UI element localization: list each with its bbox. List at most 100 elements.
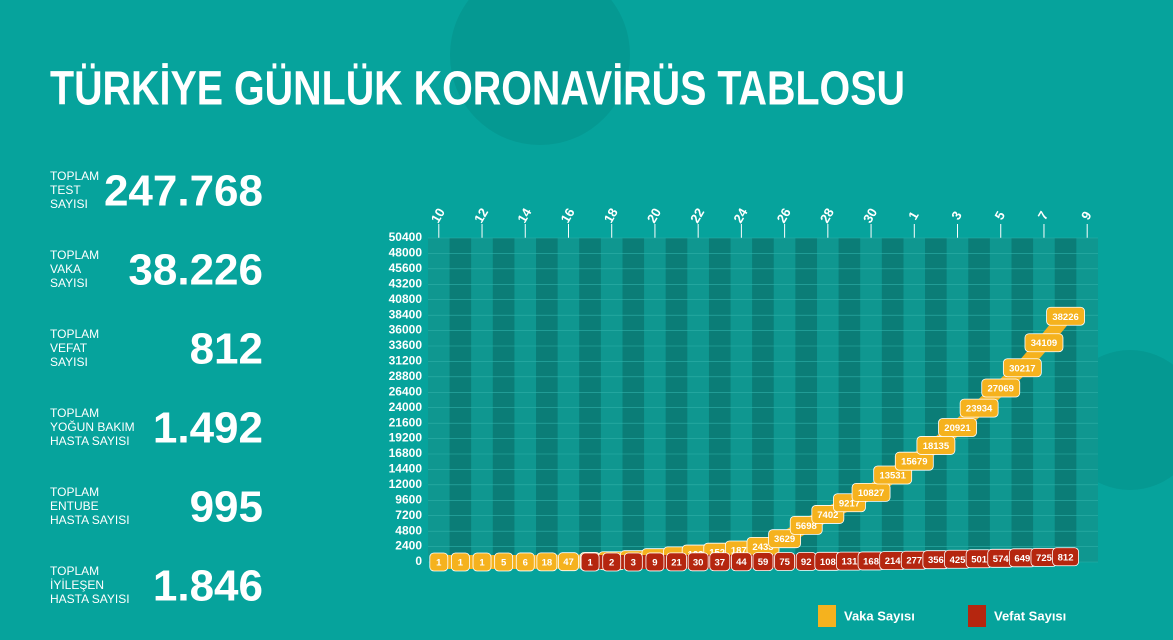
x-tick-label: 12 (471, 205, 491, 225)
data-label-box (558, 552, 579, 572)
data-label: 6 (523, 557, 528, 568)
data-label: 10827 (858, 488, 884, 499)
column-stripe (881, 238, 904, 562)
x-tick-label: 18 (601, 205, 621, 225)
stat-label-line: TOPLAM (50, 327, 99, 341)
stat-label-line: YOĞUN BAKIM (50, 419, 135, 434)
data-label-box (1046, 306, 1085, 326)
data-label-box (602, 552, 622, 572)
data-label: 59 (758, 557, 769, 568)
stat-label-line: HASTA SAYISI (50, 434, 130, 448)
legend-swatch (818, 605, 836, 627)
data-label: 214 (885, 556, 902, 567)
stat-label-line: TOPLAM (50, 406, 99, 420)
stat-label-line: SAYISI (50, 355, 88, 369)
data-label: 3 (631, 557, 636, 568)
legend-label: Vefat Sayısı (994, 608, 1066, 623)
column-stripe (1033, 238, 1055, 562)
stat-label: TOPLAM TEST SAYISI (50, 169, 99, 211)
y-tick-label: 31200 (389, 354, 423, 368)
column-stripe (817, 238, 839, 562)
data-label: 1 (436, 558, 442, 569)
data-label-box (494, 552, 514, 572)
data-label-box (472, 552, 492, 572)
column-stripe (773, 238, 796, 562)
stat-label-line: TOPLAM (50, 248, 99, 262)
column-stripe (925, 238, 947, 562)
x-tick-label: 16 (557, 205, 577, 225)
data-label: 30217 (1009, 363, 1035, 374)
data-label: 1 (458, 558, 464, 569)
x-tick-label: 28 (817, 205, 837, 225)
data-label: 5698 (796, 521, 817, 532)
y-tick-label: 12000 (389, 477, 423, 491)
data-label-box (536, 552, 558, 572)
y-tick-label: 19200 (389, 431, 423, 445)
data-label: 37 (714, 557, 725, 568)
stat-label-line: TOPLAM (50, 485, 99, 499)
stat-label-line: HASTA SAYISI (50, 592, 130, 606)
column-stripe (449, 238, 472, 562)
y-tick-label: 24000 (389, 400, 423, 414)
data-label: 34109 (1031, 338, 1057, 349)
legend-swatch (968, 605, 986, 627)
data-label-box (1002, 358, 1042, 378)
data-label: 7402 (817, 510, 838, 521)
data-label-box (938, 418, 977, 437)
column-stripe (1054, 238, 1077, 562)
column-stripe (1076, 238, 1098, 562)
column-stripe (665, 238, 688, 562)
data-label: 18 (542, 557, 553, 568)
stat-label-line: HASTA SAYISI (50, 513, 130, 527)
data-label-box (429, 552, 449, 572)
x-tick-label: 22 (687, 205, 707, 225)
data-label: 168 (863, 556, 879, 567)
stat-value: 1.492 (153, 404, 263, 453)
data-label-box (515, 552, 535, 572)
column-stripe (514, 238, 537, 562)
data-label: 131 (842, 557, 859, 568)
y-tick-label: 38400 (389, 307, 423, 321)
data-label: 5 (501, 557, 507, 568)
y-tick-label: 16800 (389, 446, 423, 460)
data-label-box (916, 436, 956, 455)
data-label-box (894, 451, 934, 471)
column-stripe (752, 238, 774, 562)
column-stripe (795, 238, 818, 562)
data-label: 38226 (1052, 312, 1078, 323)
stat-label-line: VEFAT (50, 341, 88, 355)
stat-label-line: ENTUBE (50, 499, 99, 513)
x-tick-label: 20 (644, 205, 664, 225)
column-stripe (687, 238, 709, 562)
data-label: 2 (609, 558, 614, 569)
data-label: 108 (820, 557, 836, 568)
data-label: 2433 (752, 542, 773, 553)
y-tick-label: 7200 (395, 508, 422, 522)
data-label-box (851, 482, 891, 502)
column-stripe (989, 238, 1012, 562)
stat-value: 1.846 (153, 562, 263, 611)
x-tick-label: 30 (860, 205, 880, 225)
data-label: 92 (801, 557, 812, 568)
data-label: 23934 (966, 404, 993, 415)
data-label: 425 (950, 555, 967, 566)
stat-label-line: VAKA (50, 262, 81, 276)
data-label: 47 (563, 557, 574, 568)
data-label: 9 (652, 557, 657, 568)
y-tick-label: 4800 (395, 523, 422, 537)
data-label-box (752, 552, 774, 572)
data-label: 27069 (988, 384, 1014, 395)
data-label-box (981, 378, 1021, 398)
column-stripe (557, 238, 580, 562)
stat-label: TOPLAM VAKA SAYISI (50, 248, 99, 290)
stat-value: 995 (190, 483, 263, 532)
stat-label-line: İYİLEŞEN (50, 578, 104, 592)
y-tick-label: 26400 (389, 384, 423, 398)
data-label: 812 (1058, 552, 1074, 563)
stat-label: TOPLAM YOĞUN BAKIM HASTA SAYISI (50, 406, 135, 448)
column-stripe (860, 238, 882, 562)
column-stripe (903, 238, 926, 562)
y-tick-label: 2400 (395, 539, 422, 553)
